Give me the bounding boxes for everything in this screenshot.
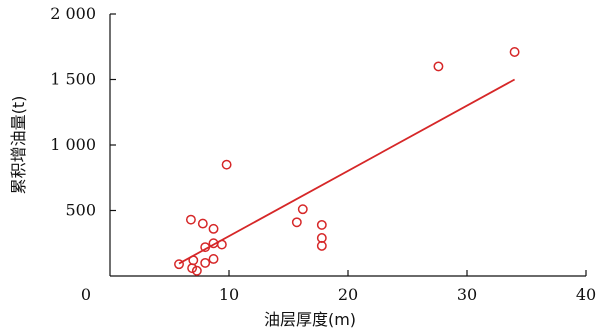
trendline [178, 78, 516, 265]
x-axis-label: 油层厚度(m) [264, 310, 356, 329]
data-point [208, 254, 219, 264]
data-point [191, 265, 202, 276]
y-tick-labels: 500 1 000 1 500 2 000 [50, 4, 96, 220]
y-tick-label: 500 [65, 201, 96, 220]
data-point [200, 242, 211, 253]
x-tick-label: 20 [338, 285, 358, 304]
data-point [297, 204, 308, 215]
x-tick-label: 40 [576, 285, 596, 304]
data-point [509, 47, 520, 57]
data-point [316, 240, 327, 251]
data-point [185, 214, 196, 225]
x-tick-label: 30 [457, 285, 477, 304]
data-point [174, 259, 184, 270]
data-point [316, 219, 327, 230]
data-point [216, 239, 227, 250]
data-point [200, 257, 211, 268]
data-point [291, 217, 302, 228]
data-point [208, 223, 219, 234]
data-point [188, 255, 199, 266]
x-tick-labels: 0 10 20 30 40 [81, 285, 596, 304]
y-axis-label: 累积增油量(t) [9, 96, 28, 195]
y-tick-label: 1 500 [50, 70, 96, 89]
x-tick-label: 10 [219, 285, 239, 304]
data-point [433, 61, 444, 72]
y-tick-label: 1 000 [50, 135, 96, 154]
points-layer [174, 47, 520, 276]
axes [109, 14, 586, 277]
trendline-layer [178, 78, 516, 265]
y-tick-label: 2 000 [50, 4, 96, 23]
data-point [221, 159, 232, 170]
x-tick-label: 0 [81, 285, 91, 304]
data-point [197, 218, 208, 229]
y-ticks [110, 13, 116, 212]
x-ticks [228, 270, 587, 276]
